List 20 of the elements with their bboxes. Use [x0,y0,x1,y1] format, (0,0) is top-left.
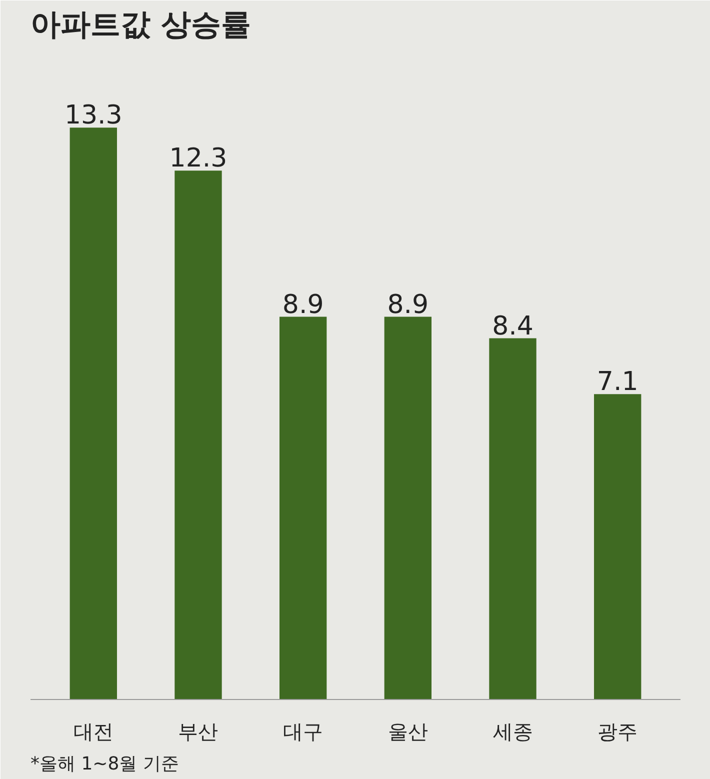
data-label: 8.4 [492,311,534,342]
bar [70,128,117,700]
data-label: 7.1 [596,367,638,398]
data-label: 8.9 [387,290,429,320]
x-tick-label: 대구 [283,720,324,744]
x-tick-label: 부산 [178,720,218,744]
data-label: 8.9 [282,290,324,320]
data-label: 12.3 [169,144,228,174]
bar [174,170,222,700]
data-label: 13.3 [64,100,122,131]
text: *올해 1~8월 기준 [30,754,179,774]
bar [594,394,642,700]
bar [384,316,432,700]
x-tick-label: 울산 [388,720,428,744]
x-tick-label: 대전 [73,720,114,744]
x-tick-label: 세종 [492,720,533,744]
bar [489,338,536,700]
chart-title: 아파트값 상승률 [30,8,251,42]
x-tick-label: 광주 [598,720,638,744]
bar [279,316,327,700]
